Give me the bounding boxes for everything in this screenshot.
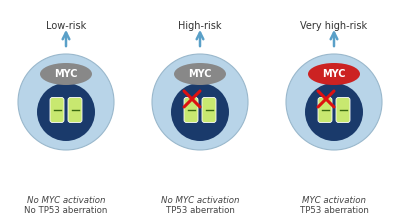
Text: MYC: MYC bbox=[188, 69, 212, 79]
Ellipse shape bbox=[40, 63, 92, 85]
Ellipse shape bbox=[174, 63, 226, 85]
FancyBboxPatch shape bbox=[318, 97, 332, 123]
Circle shape bbox=[152, 54, 248, 150]
FancyBboxPatch shape bbox=[336, 97, 350, 123]
FancyBboxPatch shape bbox=[202, 97, 216, 123]
Text: Low-risk: Low-risk bbox=[46, 21, 86, 31]
FancyBboxPatch shape bbox=[68, 97, 82, 123]
Text: No TP53 aberration: No TP53 aberration bbox=[24, 206, 108, 215]
Text: High-risk: High-risk bbox=[178, 21, 222, 31]
Circle shape bbox=[171, 83, 229, 141]
Circle shape bbox=[286, 54, 382, 150]
Text: MYC activation: MYC activation bbox=[302, 196, 366, 205]
Text: Very high-risk: Very high-risk bbox=[300, 21, 368, 31]
Text: No MYC activation: No MYC activation bbox=[27, 196, 105, 205]
Text: MYC: MYC bbox=[54, 69, 78, 79]
Circle shape bbox=[305, 83, 363, 141]
Text: TP53 aberration: TP53 aberration bbox=[166, 206, 234, 215]
Text: No MYC activation: No MYC activation bbox=[161, 196, 239, 205]
Text: TP53 aberration: TP53 aberration bbox=[300, 206, 368, 215]
FancyBboxPatch shape bbox=[50, 97, 64, 123]
Ellipse shape bbox=[308, 63, 360, 85]
Circle shape bbox=[37, 83, 95, 141]
Text: MYC: MYC bbox=[322, 69, 346, 79]
FancyBboxPatch shape bbox=[184, 97, 198, 123]
Circle shape bbox=[18, 54, 114, 150]
